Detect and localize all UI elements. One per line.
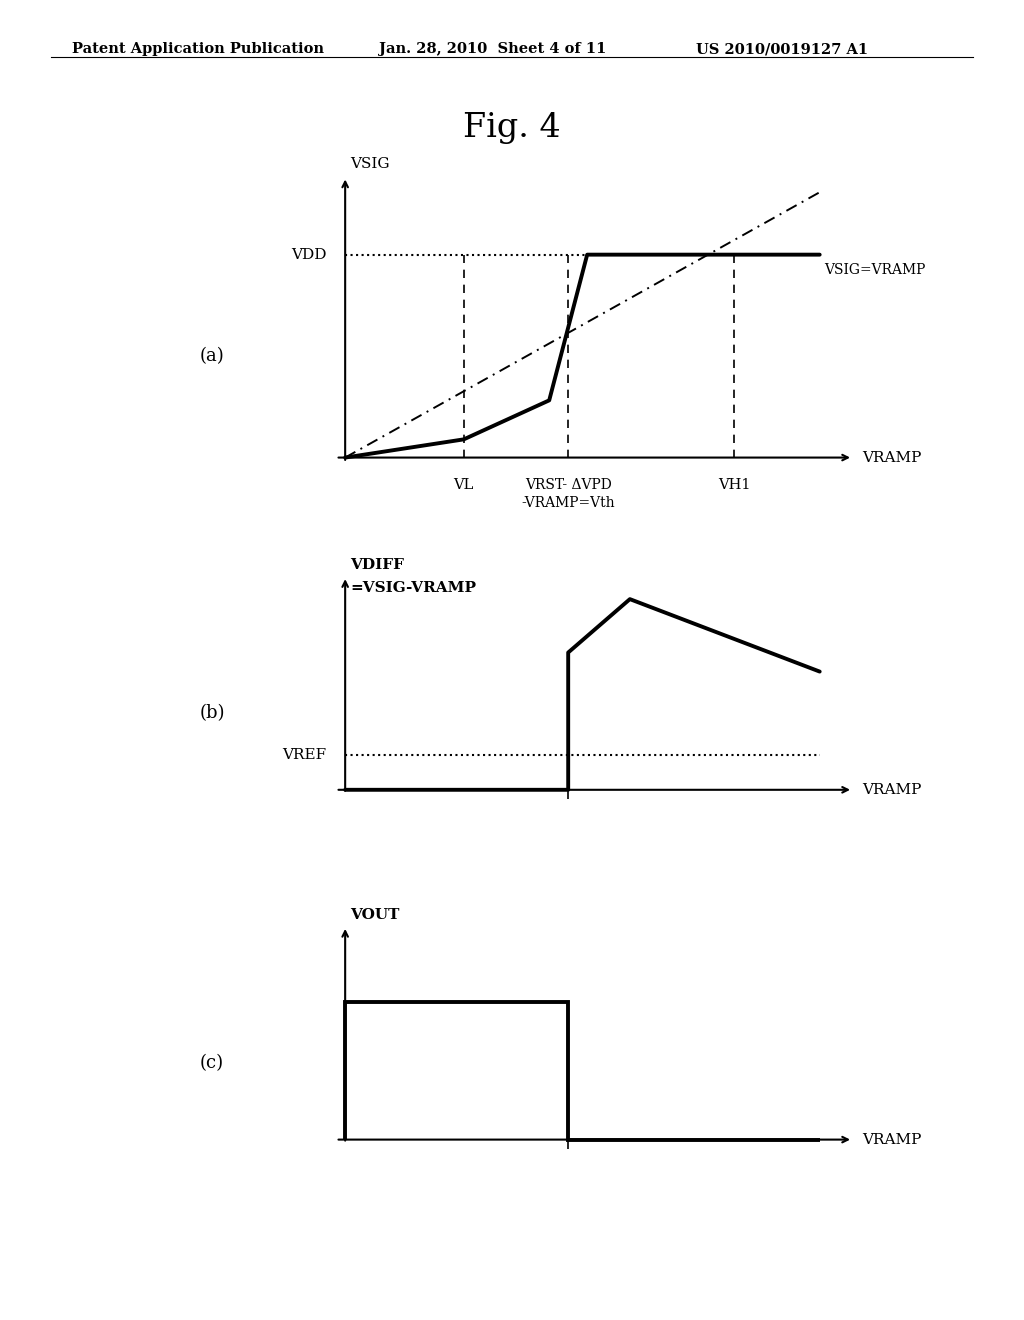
Text: VH1: VH1 [718, 478, 751, 492]
Text: VOUT: VOUT [350, 908, 399, 923]
Text: VREF: VREF [282, 748, 327, 763]
Text: VSIG=VRAMP: VSIG=VRAMP [824, 263, 926, 277]
Text: VSIG: VSIG [350, 157, 389, 172]
Text: (b): (b) [200, 704, 225, 722]
Text: VRAMP: VRAMP [862, 1133, 922, 1147]
Text: Jan. 28, 2010  Sheet 4 of 11: Jan. 28, 2010 Sheet 4 of 11 [379, 42, 606, 57]
Text: (a): (a) [200, 347, 224, 366]
Text: Patent Application Publication: Patent Application Publication [72, 42, 324, 57]
Text: VRAMP: VRAMP [862, 450, 922, 465]
Text: VDD: VDD [291, 248, 327, 261]
Text: VRAMP: VRAMP [862, 783, 922, 797]
Text: VRST- ΔVPD
-VRAMP=Vth: VRST- ΔVPD -VRAMP=Vth [521, 478, 615, 510]
Text: =VSIG-VRAMP: =VSIG-VRAMP [350, 581, 476, 595]
Text: US 2010/0019127 A1: US 2010/0019127 A1 [696, 42, 868, 57]
Text: (c): (c) [200, 1053, 224, 1072]
Text: VL: VL [454, 478, 474, 492]
Text: Fig. 4: Fig. 4 [463, 112, 561, 144]
Text: VDIFF: VDIFF [350, 558, 403, 573]
